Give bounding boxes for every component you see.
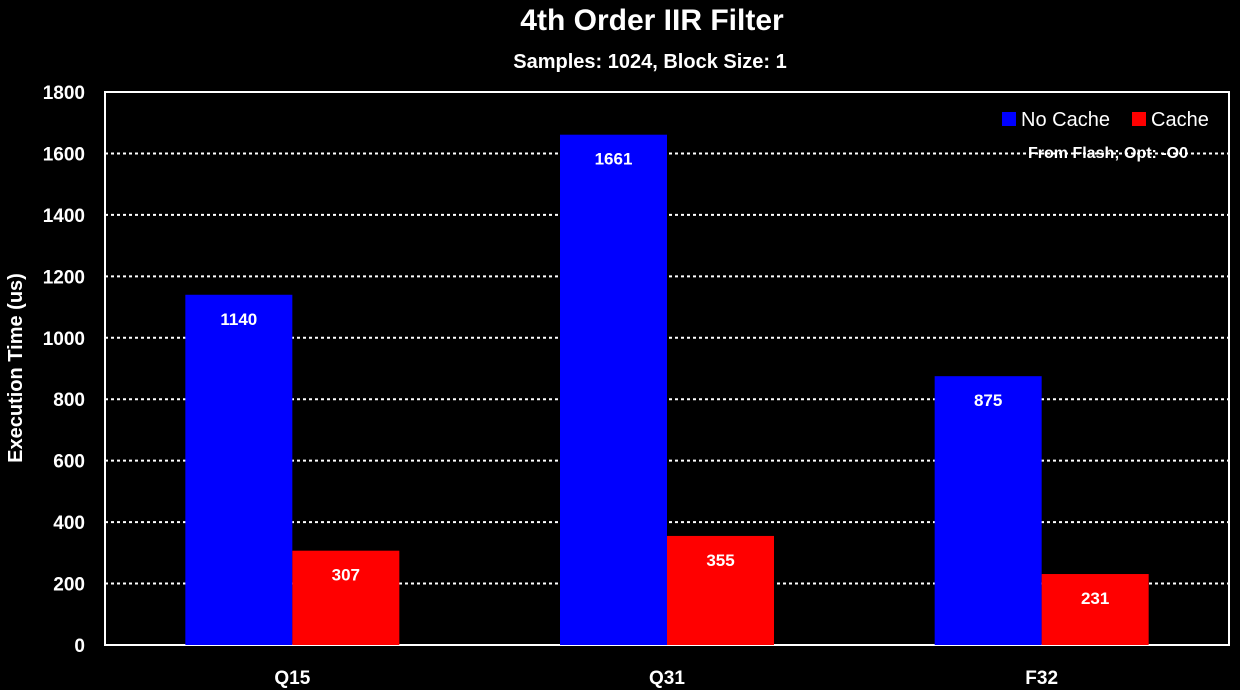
bar-cache-f32 <box>1041 574 1149 645</box>
x-tick-label: Q15 <box>274 668 310 689</box>
bar-cache-q31 <box>667 535 774 645</box>
y-tick-label: 1000 <box>43 329 85 350</box>
x-tick-label: Q31 <box>649 668 685 689</box>
x-tick-label: F32 <box>1025 668 1058 689</box>
bar-no-cache-q31 <box>560 134 667 645</box>
bar-no-cache-q15 <box>185 294 293 645</box>
y-tick-label: 1800 <box>43 83 85 104</box>
data-label: 231 <box>1081 589 1109 608</box>
data-label: 1661 <box>595 150 633 169</box>
legend-swatch <box>1002 112 1016 126</box>
bar-cache-q15 <box>292 550 400 645</box>
data-label: 355 <box>706 551 734 570</box>
y-tick-label: 0 <box>74 636 85 657</box>
y-tick-label: 600 <box>53 452 85 473</box>
legend-label: Cache <box>1151 109 1209 131</box>
chart-subtitle: Samples: 1024, Block Size: 1 <box>513 51 786 73</box>
y-tick-label: 800 <box>53 390 85 411</box>
legend-label: No Cache <box>1021 109 1110 131</box>
y-tick-label: 1200 <box>43 267 85 288</box>
data-label: 307 <box>332 566 360 585</box>
legend-swatch <box>1132 112 1146 126</box>
chart-annotation: From Flash; Opt: -O0 <box>1028 145 1188 162</box>
y-axis-label: Execution Time (us) <box>5 273 27 463</box>
y-tick-label: 1600 <box>43 144 85 165</box>
bar-no-cache-f32 <box>934 376 1042 645</box>
data-label: 1140 <box>220 310 257 329</box>
y-tick-label: 1400 <box>43 206 85 227</box>
plot-area: 0 200 400 600 800 1000 1200 1400 1600 1800 1140 307… <box>43 83 1230 689</box>
y-tick-label: 400 <box>53 513 85 534</box>
data-label: 875 <box>974 391 1002 410</box>
legend: No Cache Cache <box>1002 109 1209 131</box>
y-tick-label: 200 <box>53 575 85 596</box>
chart-title: 4th Order IIR Filter <box>520 4 784 37</box>
